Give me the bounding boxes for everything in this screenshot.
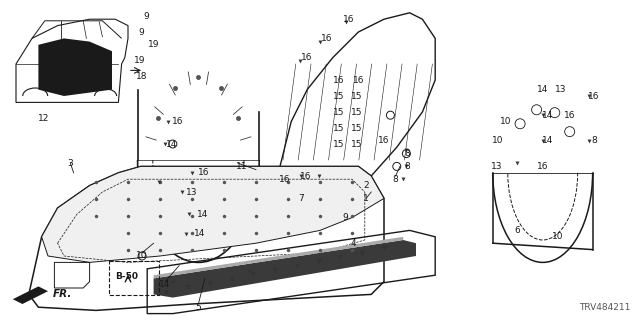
Text: 15: 15	[351, 124, 363, 132]
Text: 16: 16	[321, 34, 332, 43]
Text: 10: 10	[500, 117, 511, 126]
Text: 13: 13	[186, 188, 198, 196]
Text: 15: 15	[333, 108, 345, 116]
Text: 19: 19	[134, 56, 145, 65]
Text: 10: 10	[136, 252, 148, 260]
Text: 16: 16	[588, 92, 600, 100]
Text: 13: 13	[555, 85, 566, 94]
Text: 16: 16	[279, 175, 291, 184]
Text: 14: 14	[542, 111, 554, 120]
Text: 5: 5	[196, 303, 201, 312]
Text: 4: 4	[351, 239, 356, 248]
Text: 12: 12	[38, 114, 49, 123]
Text: 15: 15	[351, 92, 363, 100]
Text: 16: 16	[353, 76, 364, 84]
Text: B-50: B-50	[115, 272, 138, 281]
Text: 15: 15	[333, 140, 345, 148]
Text: 15: 15	[351, 108, 363, 116]
Text: TRV484211: TRV484211	[579, 303, 630, 312]
Text: 16: 16	[343, 15, 355, 24]
Text: 19: 19	[148, 40, 159, 49]
Text: 17: 17	[53, 82, 65, 91]
Text: 18: 18	[136, 72, 148, 81]
Text: 15: 15	[333, 124, 345, 132]
Text: 6: 6	[515, 226, 520, 235]
Text: 13: 13	[491, 162, 502, 171]
Text: 16: 16	[564, 111, 575, 120]
Text: 3: 3	[68, 159, 73, 168]
Text: 9: 9	[343, 213, 348, 222]
Text: 14: 14	[196, 210, 208, 219]
Text: 14: 14	[194, 229, 205, 238]
Polygon shape	[154, 240, 416, 298]
Text: 11: 11	[236, 162, 248, 171]
Text: 9: 9	[138, 28, 143, 36]
Text: 8: 8	[404, 149, 410, 158]
Text: 1: 1	[364, 194, 369, 203]
Text: 16: 16	[300, 172, 312, 180]
Text: 14: 14	[159, 280, 171, 289]
Polygon shape	[154, 237, 403, 278]
Text: 15: 15	[333, 92, 345, 100]
Text: 8: 8	[404, 162, 410, 171]
Polygon shape	[13, 286, 48, 304]
Polygon shape	[38, 38, 112, 96]
Text: 16: 16	[537, 162, 548, 171]
Text: 14: 14	[166, 140, 177, 148]
Text: 14: 14	[542, 136, 554, 145]
Text: 16: 16	[333, 76, 345, 84]
Text: 7: 7	[298, 194, 303, 203]
Text: 8: 8	[393, 175, 398, 184]
Text: 14: 14	[537, 85, 548, 94]
Text: 16: 16	[301, 53, 313, 62]
Text: FR.: FR.	[52, 289, 72, 300]
Text: 2: 2	[364, 181, 369, 190]
Text: 16: 16	[172, 117, 184, 126]
Text: 9: 9	[143, 12, 148, 20]
Text: 16: 16	[378, 136, 390, 145]
Text: 16: 16	[198, 168, 209, 177]
Text: 10: 10	[552, 232, 564, 241]
Text: 8: 8	[591, 136, 596, 145]
Text: 15: 15	[351, 140, 363, 148]
Text: 10: 10	[492, 136, 504, 145]
Polygon shape	[42, 166, 384, 262]
